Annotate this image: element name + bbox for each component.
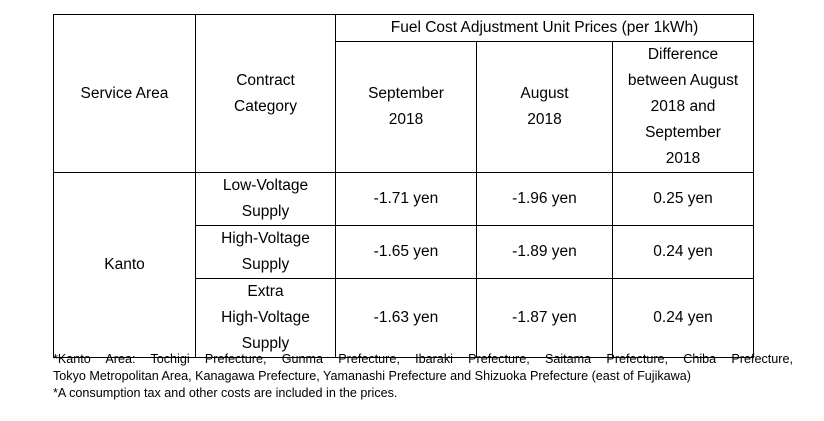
footnotes: *Kanto Area: Tochigi Prefecture, Gunma P… xyxy=(53,351,793,402)
category-cell: Low-Voltage Supply xyxy=(195,172,336,226)
category-cell: Extra High-Voltage Supply xyxy=(195,278,336,358)
difference-value: 0.24 yen xyxy=(612,278,754,358)
table-row: Kanto Low-Voltage Supply -1.71 yen -1.96… xyxy=(53,172,754,358)
tax-note: *A consumption tax and other costs are i… xyxy=(53,386,398,400)
unit-prices-group-header: Fuel Cost Adjustment Unit Prices (per 1k… xyxy=(335,14,754,42)
category-cell: High-Voltage Supply xyxy=(195,225,336,279)
september-header: September 2018 xyxy=(335,41,477,173)
table-row: Extra High-Voltage Supply -1.63 yen -1.8… xyxy=(54,278,754,358)
table-row: High-Voltage Supply -1.65 yen -1.89 yen … xyxy=(54,225,754,279)
difference-value: 0.25 yen xyxy=(612,172,754,226)
august-value: -1.89 yen xyxy=(476,225,613,279)
kanto-area-note-line1: *Kanto Area: Tochigi Prefecture, Gunma P… xyxy=(53,352,793,366)
august-value: -1.87 yen xyxy=(476,278,613,358)
kanto-area-note-line2: Tokyo Metropolitan Area, Kanagawa Prefec… xyxy=(53,369,691,383)
september-value: -1.63 yen xyxy=(335,278,477,358)
august-header: August 2018 xyxy=(476,41,613,173)
september-value: -1.71 yen xyxy=(335,172,477,226)
fuel-cost-table: Service Area Contract Category Fuel Cost… xyxy=(53,14,754,358)
august-value: -1.96 yen xyxy=(476,172,613,226)
contract-category-header: Contract Category xyxy=(195,14,336,173)
september-value: -1.65 yen xyxy=(335,225,477,279)
service-area-header: Service Area xyxy=(53,14,196,173)
service-area-cell: Kanto xyxy=(53,172,196,358)
difference-header: Difference between August 2018 and Septe… xyxy=(612,41,754,173)
difference-value: 0.24 yen xyxy=(612,225,754,279)
